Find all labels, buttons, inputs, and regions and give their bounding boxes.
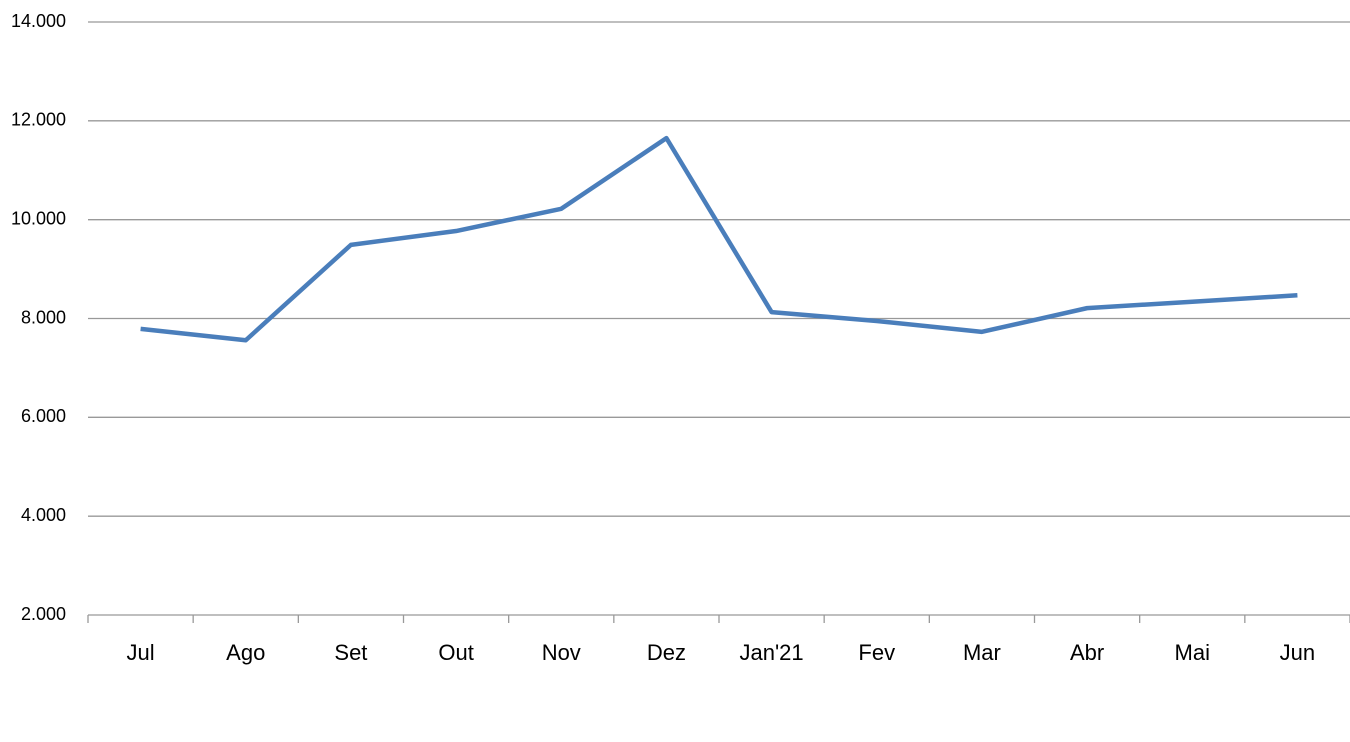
x-tick-label: Ago bbox=[226, 640, 265, 665]
y-tick-label: 14.000 bbox=[11, 11, 66, 31]
x-tick-label: Nov bbox=[542, 640, 581, 665]
x-tick-label: Dez bbox=[647, 640, 686, 665]
x-tick-label: Fev bbox=[858, 640, 895, 665]
x-tick-label: Out bbox=[438, 640, 473, 665]
x-tick-label: Jul bbox=[127, 640, 155, 665]
x-tick-label: Jun bbox=[1280, 640, 1315, 665]
x-tick-label: Set bbox=[334, 640, 367, 665]
y-tick-label: 10.000 bbox=[11, 208, 66, 228]
x-tick-label: Mai bbox=[1175, 640, 1210, 665]
x-tick-label: Jan'21 bbox=[740, 640, 804, 665]
y-tick-label: 2.000 bbox=[21, 604, 66, 624]
y-tick-label: 12.000 bbox=[11, 110, 66, 130]
y-tick-label: 8.000 bbox=[21, 307, 66, 327]
x-tick-label: Mar bbox=[963, 640, 1001, 665]
x-tick-label: Abr bbox=[1070, 640, 1104, 665]
y-tick-label: 4.000 bbox=[21, 505, 66, 525]
y-tick-label: 6.000 bbox=[21, 406, 66, 426]
data-line bbox=[140, 135, 1298, 343]
